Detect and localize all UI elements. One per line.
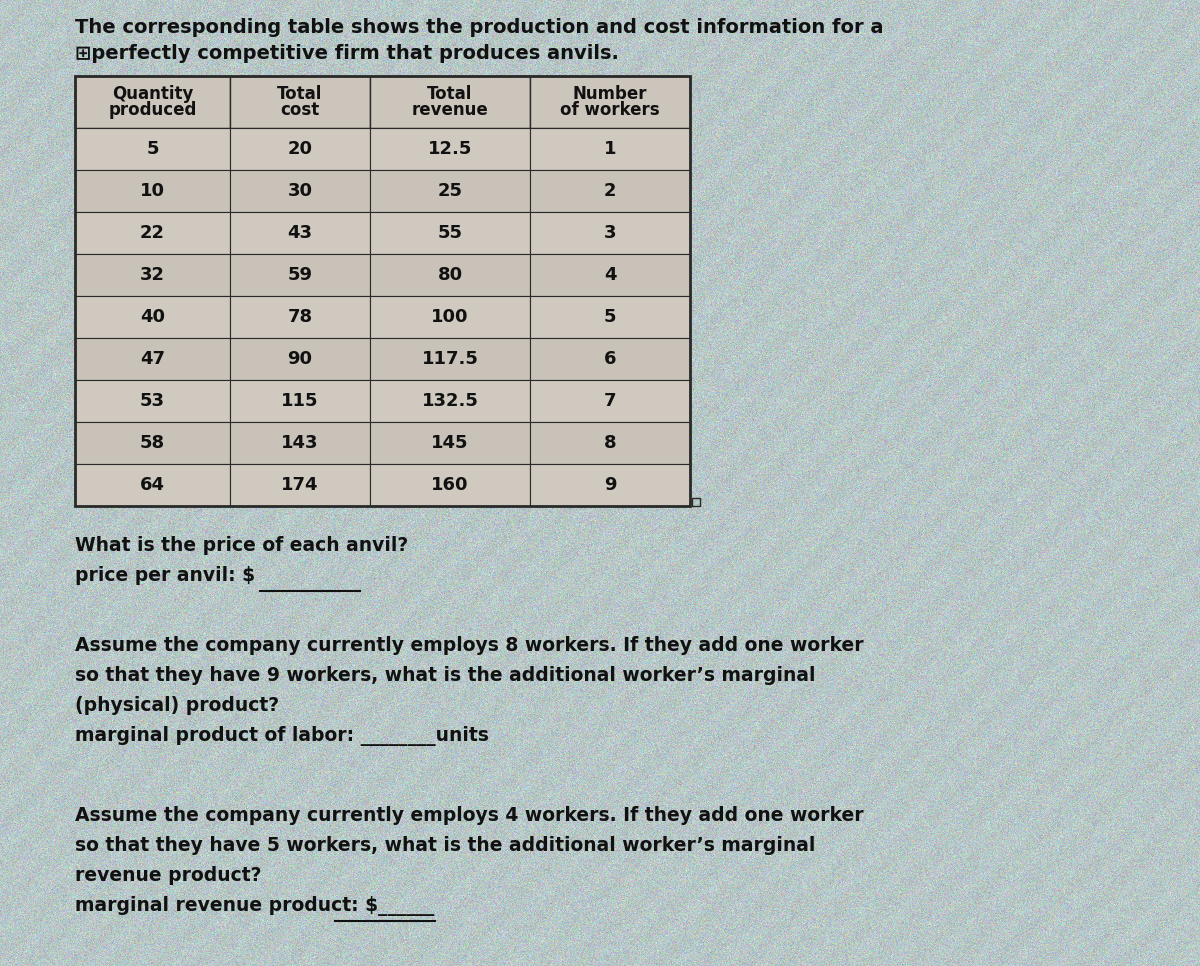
Text: price per anvil: $: price per anvil: $ — [74, 566, 256, 585]
Text: 8: 8 — [604, 434, 617, 452]
Bar — [74, 422, 230, 464]
Text: 58: 58 — [140, 434, 166, 452]
Text: 59: 59 — [288, 266, 312, 284]
Bar — [370, 170, 530, 212]
Text: 2: 2 — [604, 182, 617, 200]
Text: 55: 55 — [438, 224, 462, 242]
Text: 115: 115 — [281, 392, 319, 410]
Bar — [74, 170, 230, 212]
Text: 12.5: 12.5 — [428, 140, 472, 158]
Text: revenue product?: revenue product? — [74, 866, 262, 885]
Bar — [692, 498, 700, 506]
Text: 145: 145 — [431, 434, 469, 452]
Bar — [74, 76, 690, 506]
Text: 90: 90 — [288, 350, 312, 368]
Bar — [370, 254, 530, 296]
Text: The corresponding table shows the production and cost information for a: The corresponding table shows the produc… — [74, 18, 883, 37]
Text: 174: 174 — [281, 476, 319, 494]
Text: cost: cost — [281, 101, 319, 119]
Text: 20: 20 — [288, 140, 312, 158]
Text: 47: 47 — [140, 350, 166, 368]
Text: marginal revenue product: $______: marginal revenue product: $______ — [74, 896, 434, 916]
Text: 22: 22 — [140, 224, 166, 242]
Text: 132.5: 132.5 — [421, 392, 479, 410]
Text: (physical) product?: (physical) product? — [74, 696, 280, 715]
Text: revenue: revenue — [412, 101, 488, 119]
Bar — [530, 128, 690, 170]
Bar — [370, 128, 530, 170]
Bar — [230, 212, 370, 254]
Text: 6: 6 — [604, 350, 617, 368]
Bar — [230, 338, 370, 380]
Bar — [74, 76, 230, 128]
Text: Quantity: Quantity — [112, 85, 193, 103]
Bar — [230, 76, 370, 128]
Text: 5: 5 — [146, 140, 158, 158]
Text: 160: 160 — [431, 476, 469, 494]
Bar — [230, 422, 370, 464]
Text: ⊞perfectly competitive firm that produces anvils.: ⊞perfectly competitive firm that produce… — [74, 44, 619, 63]
Bar — [74, 128, 230, 170]
Text: marginal product of labor: ________units: marginal product of labor: ________units — [74, 726, 488, 746]
Text: 80: 80 — [438, 266, 462, 284]
Text: Total: Total — [277, 85, 323, 103]
Text: Assume the company currently employs 4 workers. If they add one worker: Assume the company currently employs 4 w… — [74, 806, 864, 825]
Text: 117.5: 117.5 — [421, 350, 479, 368]
Bar — [74, 380, 230, 422]
Bar — [530, 380, 690, 422]
Bar — [530, 254, 690, 296]
Bar — [230, 296, 370, 338]
Text: 5: 5 — [604, 308, 617, 326]
Text: 7: 7 — [604, 392, 617, 410]
Bar — [370, 338, 530, 380]
Bar — [530, 338, 690, 380]
Text: 100: 100 — [431, 308, 469, 326]
Bar — [530, 76, 690, 128]
Bar — [530, 296, 690, 338]
Text: 25: 25 — [438, 182, 462, 200]
Text: 10: 10 — [140, 182, 166, 200]
Text: Total: Total — [427, 85, 473, 103]
Bar — [230, 128, 370, 170]
Text: 53: 53 — [140, 392, 166, 410]
Bar — [74, 296, 230, 338]
Text: 30: 30 — [288, 182, 312, 200]
Bar — [230, 380, 370, 422]
Text: 32: 32 — [140, 266, 166, 284]
Bar — [74, 212, 230, 254]
Text: 1: 1 — [604, 140, 617, 158]
Text: 9: 9 — [604, 476, 617, 494]
Text: produced: produced — [108, 101, 197, 119]
Text: 64: 64 — [140, 476, 166, 494]
Bar — [74, 338, 230, 380]
Bar — [530, 464, 690, 506]
Bar — [230, 170, 370, 212]
Bar — [230, 254, 370, 296]
Text: 43: 43 — [288, 224, 312, 242]
Bar — [74, 254, 230, 296]
Text: 4: 4 — [604, 266, 617, 284]
Text: so that they have 9 workers, what is the additional worker’s marginal: so that they have 9 workers, what is the… — [74, 666, 816, 685]
Text: 3: 3 — [604, 224, 617, 242]
Bar — [530, 170, 690, 212]
Text: 40: 40 — [140, 308, 166, 326]
Bar — [530, 212, 690, 254]
Bar — [370, 422, 530, 464]
Bar — [370, 380, 530, 422]
Bar — [370, 76, 530, 128]
Bar — [74, 464, 230, 506]
Text: 143: 143 — [281, 434, 319, 452]
Bar — [370, 212, 530, 254]
Text: 78: 78 — [288, 308, 312, 326]
Text: What is the price of each anvil?: What is the price of each anvil? — [74, 536, 408, 555]
Bar — [370, 296, 530, 338]
Bar — [230, 464, 370, 506]
Text: Assume the company currently employs 8 workers. If they add one worker: Assume the company currently employs 8 w… — [74, 636, 864, 655]
Bar — [530, 422, 690, 464]
Text: Number: Number — [572, 85, 647, 103]
Text: of workers: of workers — [560, 101, 660, 119]
Text: so that they have 5 workers, what is the additional worker’s marginal: so that they have 5 workers, what is the… — [74, 836, 815, 855]
Bar — [370, 464, 530, 506]
